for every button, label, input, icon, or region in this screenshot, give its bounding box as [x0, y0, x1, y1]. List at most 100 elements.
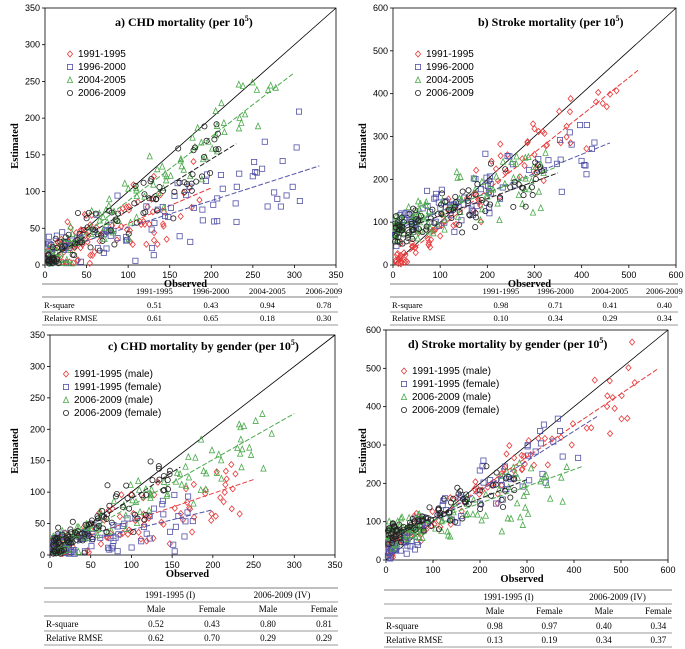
- data-point: [67, 540, 74, 547]
- data-point: [582, 162, 589, 169]
- data-point: [456, 494, 463, 501]
- data-point: [186, 184, 193, 192]
- table-cell: 0.41: [602, 300, 617, 310]
- data-point: [499, 482, 506, 489]
- data-point: [480, 457, 487, 464]
- x-tick-label: 300: [287, 270, 302, 280]
- data-point: [50, 542, 57, 549]
- data-point: [583, 424, 590, 432]
- data-point: [171, 192, 178, 199]
- data-point: [414, 542, 421, 549]
- legend-marker: [414, 50, 422, 58]
- data-point: [398, 258, 405, 266]
- data-point: [160, 487, 167, 494]
- table-cell: 0.70: [204, 633, 220, 643]
- x-tick-label: 250: [246, 560, 261, 570]
- data-point: [236, 113, 243, 121]
- data-point: [466, 211, 473, 218]
- data-point: [65, 234, 72, 242]
- data-point: [403, 238, 410, 245]
- data-point: [558, 473, 565, 481]
- data-point: [220, 498, 227, 506]
- data-point: [217, 493, 224, 502]
- data-point: [160, 203, 168, 211]
- data-point: [510, 173, 517, 181]
- data-point: [110, 497, 118, 505]
- legend-marker: [66, 75, 74, 83]
- data-point: [469, 510, 477, 518]
- y-axis-label: Estimated: [358, 123, 369, 169]
- chart-title: c) CHD mortality by gender (per 105): [108, 338, 299, 353]
- data-point: [152, 196, 159, 203]
- data-point: [524, 139, 531, 147]
- data-point: [425, 227, 433, 235]
- data-point: [497, 140, 504, 148]
- data-point: [532, 448, 539, 455]
- table-cell: 0.43: [203, 300, 218, 310]
- legend-label: 1991-1995 (male): [74, 369, 153, 380]
- chart-title-superscript: 5: [245, 14, 249, 23]
- data-point: [588, 424, 595, 432]
- chart-title-superscript: 5: [616, 14, 620, 23]
- data-point: [112, 493, 119, 500]
- data-point: [470, 174, 477, 182]
- data-point: [111, 241, 118, 248]
- data-point: [99, 508, 106, 515]
- y-tick-label: 200: [30, 424, 45, 434]
- data-point: [193, 178, 200, 185]
- data-point: [510, 454, 518, 462]
- data-point: [409, 530, 416, 539]
- data-point: [578, 157, 585, 164]
- data-point: [66, 245, 74, 253]
- table-group-header: 2006-2009 (IV): [589, 592, 646, 602]
- data-point: [558, 188, 565, 195]
- data-point: [143, 537, 150, 545]
- data-point: [385, 517, 393, 525]
- data-point: [129, 240, 136, 248]
- data-point: [435, 222, 442, 229]
- data-point: [563, 133, 570, 141]
- data-point: [430, 229, 437, 237]
- stats-table-c: 1991-1995 (I) 2006-2009 (IV) Male Female Mal…: [44, 587, 338, 646]
- data-point: [147, 491, 154, 499]
- legend-label: 2004-2005: [78, 75, 126, 86]
- data-point: [176, 233, 183, 240]
- x-axis-label: Observed: [164, 279, 207, 290]
- data-point: [114, 192, 121, 199]
- data-point: [185, 493, 192, 500]
- data-point: [223, 475, 230, 483]
- data-point: [146, 195, 153, 202]
- table-col-header: Male: [595, 606, 614, 616]
- data-point: [394, 238, 401, 245]
- x-tick-label: 50: [82, 270, 92, 280]
- table-cell: 0.18: [260, 313, 275, 323]
- data-point: [504, 514, 512, 522]
- chart-panel-c: 0 50 100 150 200 250 300 350 0 50 100 150 200 250 300 3…: [10, 330, 343, 580]
- data-point: [400, 231, 407, 238]
- data-point: [214, 130, 221, 137]
- data-point: [122, 237, 129, 244]
- data-point: [170, 215, 177, 222]
- data-point: [146, 535, 153, 542]
- data-point: [437, 232, 444, 240]
- data-point: [259, 165, 266, 172]
- data-point: [576, 122, 583, 129]
- data-point: [528, 177, 535, 185]
- data-point: [524, 509, 532, 517]
- data-point: [464, 197, 471, 204]
- data-point: [493, 172, 500, 180]
- legend-label: 1991-1995: [426, 49, 474, 60]
- data-point: [155, 463, 162, 470]
- data-point: [85, 232, 92, 240]
- data-point: [253, 169, 260, 176]
- data-point: [296, 197, 303, 204]
- data-point: [534, 169, 541, 176]
- data-point: [56, 549, 63, 556]
- legend-marker: [63, 383, 70, 390]
- x-tick-label: 350: [327, 560, 342, 570]
- data-point: [104, 482, 111, 489]
- table-cell: 0.65: [203, 313, 218, 323]
- data-point: [186, 504, 193, 512]
- data-point: [398, 227, 405, 234]
- data-point: [71, 550, 78, 557]
